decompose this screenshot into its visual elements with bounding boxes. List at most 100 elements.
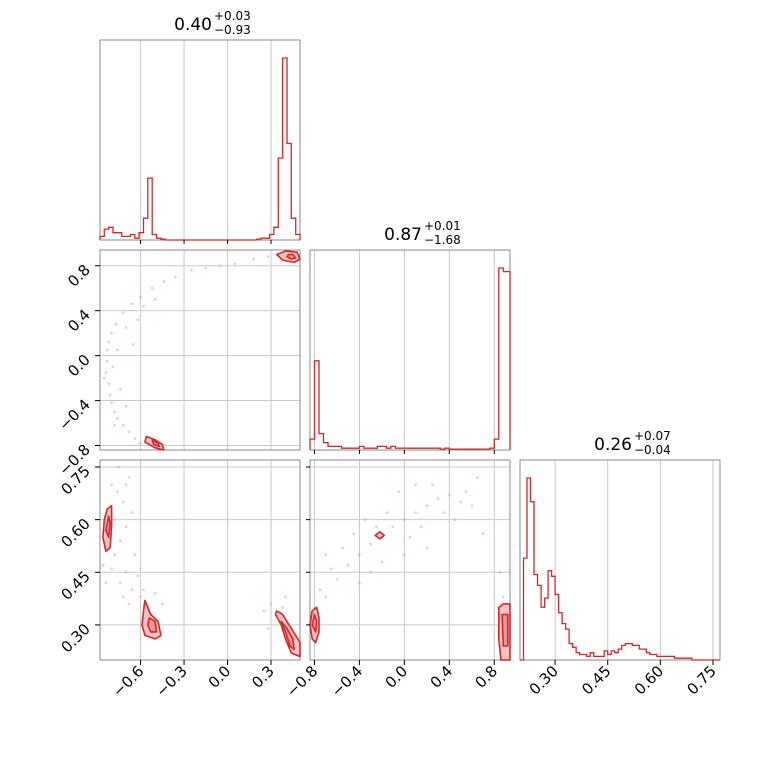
tick-label-x-p0: −0.6 [109, 662, 147, 700]
scatter-point [110, 567, 113, 571]
scatter-point [436, 497, 440, 500]
scatter-point [380, 560, 384, 564]
title-value: 0.40 [174, 15, 212, 35]
panel-frame [99, 249, 301, 451]
tick-label-y-p2: 0.60 [57, 515, 93, 551]
density-contour-inner [151, 439, 161, 448]
scatter-point [464, 490, 468, 493]
title-minus: −0.93 [214, 23, 251, 37]
density-contour-inner [286, 253, 297, 260]
title-minus: −1.68 [424, 233, 461, 247]
scatter-point [121, 423, 125, 427]
scatter-point [124, 404, 128, 408]
scatter-point [346, 563, 350, 567]
scatter-point [102, 376, 106, 380]
title-plus: +0.07 [634, 429, 671, 443]
density-contour-inner [280, 620, 296, 651]
density-contour-inner [311, 613, 318, 633]
panel-frame [99, 39, 301, 241]
scatter-point [481, 532, 485, 536]
scatter-point [153, 591, 157, 595]
tick-label-x-p2: 0.60 [631, 662, 667, 698]
panel-2-2 [519, 459, 721, 661]
tick-label-y-p1: 0.8 [64, 261, 94, 291]
scatter-point [113, 518, 116, 521]
scatter-point [121, 595, 125, 599]
tick-label-x-p2: 0.45 [578, 662, 614, 698]
scatter-point [118, 387, 122, 391]
tick-label-x-p1: −0.4 [328, 662, 366, 700]
tick-label-x-p1: −0.8 [283, 662, 321, 700]
scatter-p0_vs_p1 [102, 253, 280, 445]
title-plus: +0.01 [424, 219, 461, 233]
scatter-point [341, 546, 344, 550]
tick-label-y-p2: 0.45 [57, 567, 93, 603]
panel-frame [309, 459, 511, 661]
scatter-point [139, 441, 143, 445]
scatter-point [136, 318, 140, 322]
panel-2-1 [309, 459, 511, 661]
scatter-point [269, 602, 273, 606]
scatter-point [153, 298, 157, 301]
scatter-point [281, 606, 284, 609]
panel-frame [519, 459, 721, 661]
scatter-point [130, 588, 134, 592]
scatter-point [374, 525, 378, 529]
scatter-point [476, 476, 479, 479]
scatter-point [118, 539, 122, 543]
scatter-point [127, 430, 131, 434]
scatter-point [116, 348, 119, 352]
scatter-point [324, 595, 328, 599]
title-p0: 0.40 +0.03−0.93 [174, 9, 251, 37]
scatter-point [284, 595, 287, 599]
scatter-point [414, 511, 417, 514]
scatter-point [130, 511, 134, 514]
tick-label-x-p1: 0.4 [427, 662, 457, 692]
scatter-point [459, 500, 462, 504]
scatter-point [266, 255, 270, 259]
scatter-point [110, 401, 113, 405]
scatter-point [110, 483, 113, 486]
scatter-point [124, 570, 128, 574]
histogram-p0 [99, 57, 301, 241]
panel-2-0 [99, 459, 301, 661]
scatter-point [266, 627, 270, 630]
scatter-point [116, 417, 119, 420]
tick-label-y-p1: 0.4 [64, 306, 94, 336]
scatter-point [324, 553, 328, 557]
tick-label-x-p0: 0.0 [205, 662, 235, 692]
scatter-point [116, 490, 119, 493]
tick-label-x-p0: 0.3 [248, 662, 278, 692]
contours-p0_vs_p2 [102, 504, 301, 658]
scatter-point [150, 286, 154, 290]
scatter-point [218, 264, 222, 268]
title-value: 0.26 [594, 435, 632, 455]
scatter-point [397, 490, 401, 493]
scatter-point [110, 331, 113, 335]
scatter-point [104, 371, 108, 374]
contours-p1_vs_p2 [309, 531, 511, 661]
scatter-point [118, 581, 122, 585]
scatter-point [369, 570, 373, 574]
scatter-point [318, 588, 322, 592]
scatter-point [105, 359, 109, 363]
scatter-point [419, 525, 423, 529]
panel-1-1 [309, 249, 511, 451]
scatter-point [335, 577, 339, 581]
scatter-point [139, 295, 143, 299]
scatter-point [386, 511, 389, 514]
scatter-point [391, 525, 395, 529]
scatter-point [107, 382, 111, 386]
scatter-point [121, 311, 125, 315]
scatter-point [160, 602, 164, 606]
scatter-point [127, 602, 131, 606]
tick-label-x-p2: 0.75 [683, 662, 719, 698]
scatter-point [142, 588, 145, 592]
scatter-point [162, 280, 166, 283]
scatter-point [204, 266, 208, 270]
scatter-point [104, 581, 108, 585]
scatter-point [189, 268, 193, 272]
tick-label-x-p2: 0.30 [526, 662, 562, 698]
scatter-point [363, 518, 367, 521]
